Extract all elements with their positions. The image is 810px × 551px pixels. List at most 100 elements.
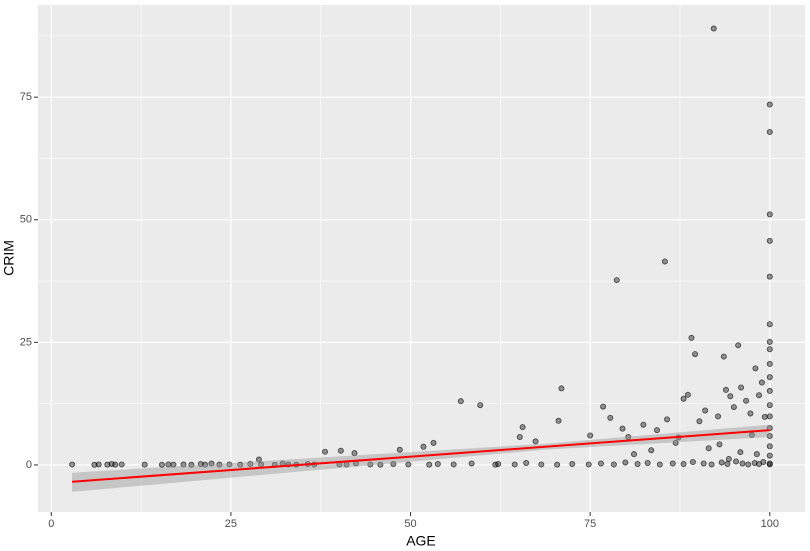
point <box>613 277 620 284</box>
point <box>739 460 746 467</box>
point <box>477 402 484 409</box>
x-tick-label: 75 <box>584 518 596 530</box>
point <box>197 460 204 467</box>
point <box>766 128 773 135</box>
point <box>705 445 712 452</box>
point <box>468 460 475 467</box>
point <box>766 211 773 218</box>
point <box>255 456 262 463</box>
x-tick-label: 50 <box>404 518 416 530</box>
point <box>702 407 709 414</box>
point <box>689 458 696 465</box>
point <box>519 424 526 431</box>
point <box>661 258 668 265</box>
y-tick-label: 75 <box>20 91 32 103</box>
x-tick-label: 100 <box>761 518 779 530</box>
point <box>766 346 773 353</box>
point <box>69 461 76 468</box>
point <box>692 351 699 358</box>
point <box>669 460 676 467</box>
point <box>622 459 629 466</box>
point <box>730 404 737 411</box>
point <box>396 446 403 453</box>
point <box>91 461 98 468</box>
point <box>766 461 773 468</box>
point <box>188 461 195 468</box>
point <box>532 438 539 445</box>
point <box>656 461 663 468</box>
point <box>523 459 530 466</box>
point <box>180 461 187 468</box>
point <box>680 395 687 402</box>
point <box>766 387 773 394</box>
point <box>688 334 695 341</box>
point <box>733 458 740 465</box>
point <box>495 460 502 467</box>
point <box>630 451 637 458</box>
point <box>710 25 717 32</box>
point <box>554 461 561 468</box>
point <box>390 460 397 467</box>
point <box>202 461 209 468</box>
point <box>619 425 626 432</box>
point <box>585 461 592 468</box>
point <box>610 461 617 468</box>
point <box>718 459 725 466</box>
point <box>237 461 244 468</box>
point <box>766 237 773 244</box>
point <box>112 461 119 468</box>
point <box>640 421 647 428</box>
point <box>457 398 464 405</box>
point <box>430 439 437 446</box>
point <box>766 443 773 450</box>
point <box>653 427 660 434</box>
point <box>696 418 703 425</box>
fit-line <box>72 429 770 483</box>
point <box>95 461 102 468</box>
point <box>587 432 594 439</box>
point <box>720 353 727 360</box>
point <box>700 460 707 467</box>
point <box>708 461 715 468</box>
point <box>141 461 148 468</box>
point <box>761 413 768 420</box>
point <box>766 101 773 108</box>
point <box>600 403 607 410</box>
point <box>170 461 177 468</box>
point <box>648 447 655 454</box>
point <box>434 460 441 467</box>
point <box>569 460 576 467</box>
point <box>738 384 745 391</box>
point <box>165 461 172 468</box>
point <box>664 416 671 423</box>
x-axis-title: AGE <box>406 533 436 549</box>
point <box>766 402 773 409</box>
point <box>752 365 759 372</box>
point <box>680 460 687 467</box>
point <box>727 393 734 400</box>
point <box>247 460 254 467</box>
point <box>756 392 763 399</box>
point <box>337 447 344 454</box>
point <box>725 456 732 463</box>
point <box>758 379 765 386</box>
point <box>405 461 412 468</box>
point <box>737 449 744 456</box>
point <box>672 439 679 446</box>
point <box>104 461 111 468</box>
point <box>747 410 754 417</box>
point <box>555 417 562 424</box>
point <box>538 461 545 468</box>
x-tick-label: 0 <box>48 518 54 530</box>
point <box>724 460 731 467</box>
point <box>226 461 233 468</box>
point <box>367 461 374 468</box>
point <box>625 433 632 440</box>
point <box>751 459 758 466</box>
point <box>766 452 773 459</box>
point <box>766 432 773 439</box>
point <box>118 461 125 468</box>
point <box>766 360 773 367</box>
panel <box>38 5 805 512</box>
